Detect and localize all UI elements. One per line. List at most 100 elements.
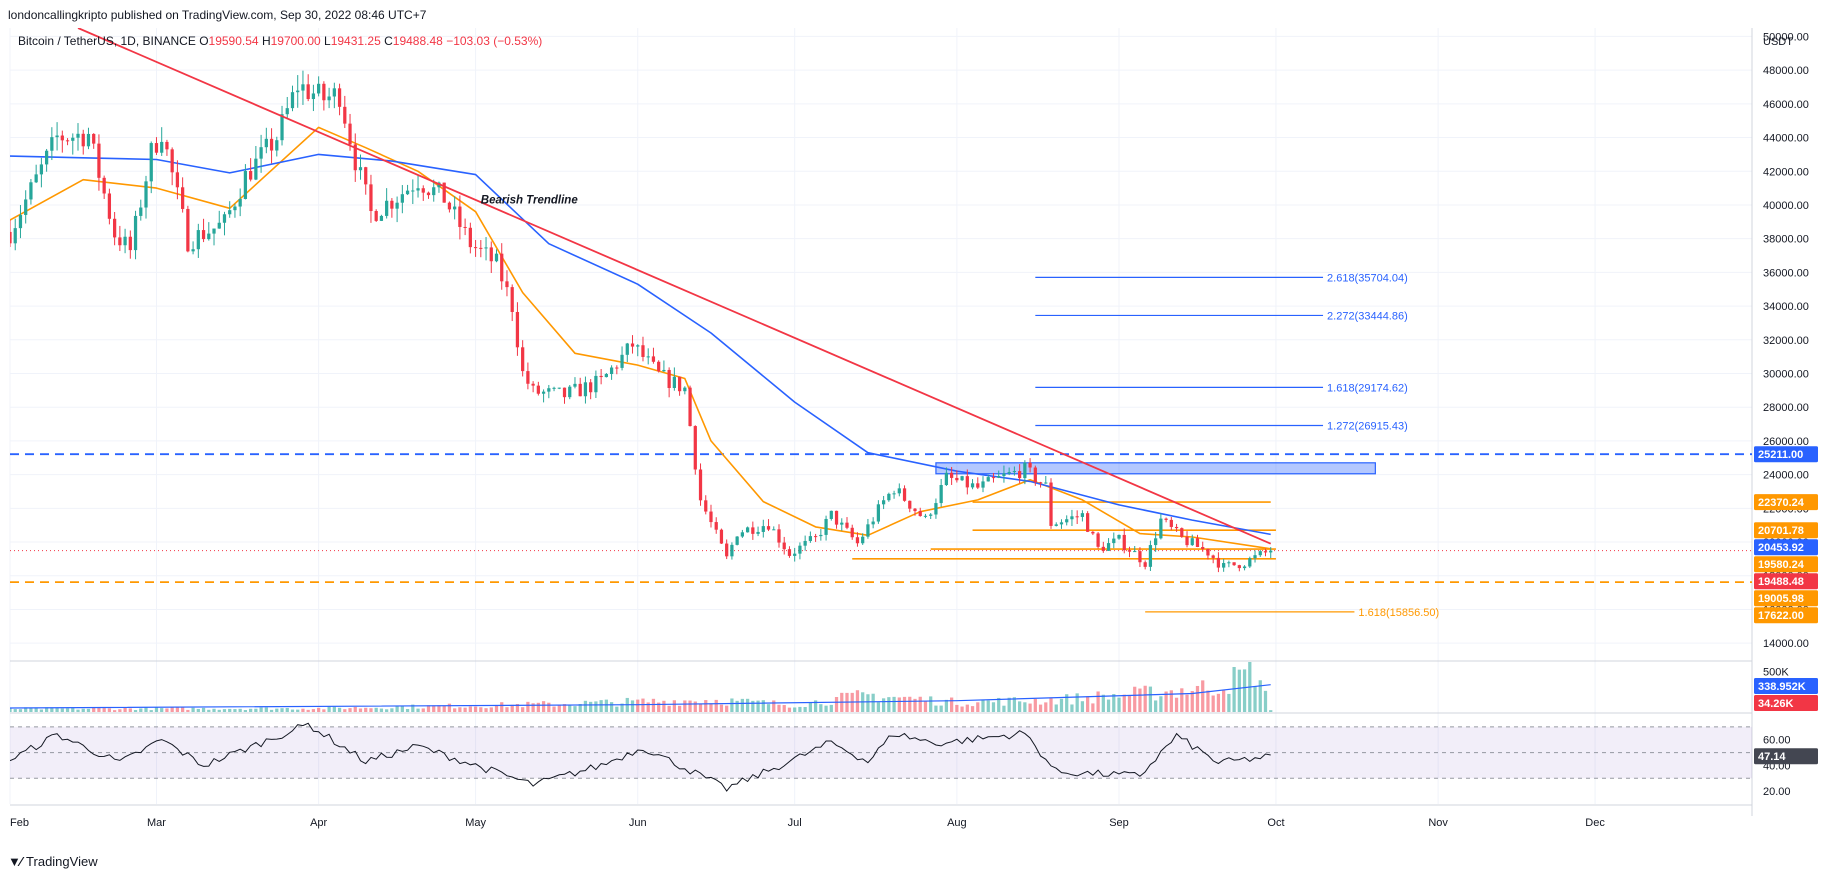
volume-bar: [1232, 666, 1236, 712]
volume-bar: [981, 700, 985, 712]
time-axis[interactable]: Feb Mar Apr May Jun Jul Aug Sep Oct Nov Dec: [10, 817, 1605, 829]
volume-bar: [913, 698, 917, 712]
candle-body: [97, 143, 101, 178]
candle-body: [139, 207, 143, 216]
volume-bar: [1138, 688, 1142, 712]
volume-bar: [191, 707, 195, 712]
volume-bar: [411, 704, 415, 712]
volume-bar: [1044, 702, 1048, 712]
candle-body: [939, 485, 943, 504]
volume-bar: [479, 707, 483, 712]
candle-body: [411, 190, 415, 192]
volume-bar: [1007, 697, 1011, 712]
footer-brand[interactable]: ▼∕ TradingView: [8, 854, 98, 869]
candle-body: [1096, 533, 1100, 547]
candle-body: [651, 356, 656, 362]
volume-bar: [667, 705, 671, 712]
candle-body: [71, 137, 75, 141]
candle-body: [102, 177, 106, 194]
candle-body: [730, 544, 734, 557]
volume-bar: [834, 697, 839, 712]
candle-body: [1248, 558, 1252, 567]
volume-bar: [824, 705, 828, 712]
bearish-trendline[interactable]: [77, 28, 1272, 545]
candle-body: [834, 510, 839, 525]
volume-bar: [599, 700, 603, 712]
candle-body: [1002, 473, 1006, 476]
volume-bar: [249, 708, 253, 712]
open-value: 19590.54: [208, 34, 259, 48]
volume-bar: [385, 709, 389, 712]
volume-bar: [217, 709, 221, 712]
candle-body: [949, 472, 954, 478]
volume-bar: [311, 709, 316, 712]
volume-bar: [10, 707, 12, 712]
volume-bar: [1211, 695, 1215, 712]
candle-body: [667, 369, 671, 388]
candle-body: [782, 542, 786, 550]
volume-ma-badge-text: 338.952K: [1758, 681, 1806, 693]
candle-body: [813, 536, 818, 538]
candle-body: [892, 493, 896, 495]
volume-bar: [353, 706, 357, 712]
volume-bar: [1086, 696, 1090, 712]
time-tick-label: Sep: [1109, 817, 1129, 829]
volume-bar: [876, 702, 881, 712]
volume-bar: [1002, 705, 1006, 712]
candle-body: [275, 140, 279, 151]
volume-bar: [432, 705, 436, 712]
candle-body: [290, 92, 295, 109]
price-tick-label: 46000.00: [1763, 99, 1809, 111]
volume-bar: [489, 707, 493, 712]
candle-body: [897, 488, 901, 494]
candle-body: [1038, 482, 1043, 484]
grid: [9, 28, 1753, 816]
candle-body: [154, 143, 159, 153]
candle-body: [876, 504, 881, 522]
symbol-legend: Bitcoin / TetherUS, 1D, BINANCE O19590.5…: [18, 34, 542, 48]
volume-bar: [808, 702, 813, 712]
price-tick-label: 42000.00: [1763, 166, 1809, 178]
candle-body: [186, 208, 190, 252]
price-axis[interactable]: 14000.0016000.0018000.0020000.0022000.00…: [1754, 31, 1818, 798]
candle-body: [463, 226, 467, 228]
time-tick-label: Dec: [1585, 817, 1605, 829]
volume-bar: [238, 708, 242, 712]
volume-bar: [1263, 690, 1268, 712]
candle-body: [447, 202, 452, 210]
price-tick-label: 28000.00: [1763, 402, 1809, 414]
candle-body: [385, 200, 389, 216]
volume-bar: [688, 700, 692, 712]
volume-bar: [918, 696, 922, 712]
rsi-pane: [10, 722, 1752, 792]
fib-level-label: 1.272(26915.43): [1327, 420, 1408, 432]
candle-body: [630, 343, 635, 347]
candle-body: [636, 345, 640, 347]
volume-bar: [1106, 699, 1111, 712]
ema-fast-line: [10, 126, 1271, 550]
volume-bar: [494, 705, 499, 712]
volume-bar: [515, 704, 520, 712]
candle-body: [698, 469, 703, 501]
symbol-name[interactable]: Bitcoin / TetherUS, 1D, BINANCE: [18, 34, 196, 48]
candle-body: [1143, 562, 1147, 567]
candle-body: [264, 138, 268, 148]
volume-bar: [1112, 694, 1116, 712]
candle-body: [594, 375, 598, 393]
bearish-trendline-line: [77, 28, 1272, 545]
brand-name: TradingView: [26, 854, 98, 869]
volume-bar: [1169, 690, 1173, 712]
candle-body: [866, 524, 870, 537]
candlestick-series: [10, 70, 1273, 573]
volume-bar: [1049, 698, 1053, 712]
candle-body: [646, 356, 650, 358]
candle-body: [296, 90, 300, 93]
volume-bar: [766, 704, 771, 712]
price-badge: 20701.78: [1754, 522, 1818, 539]
volume-bar: [405, 708, 410, 712]
volume-bar: [1117, 697, 1121, 712]
candle-body: [1263, 551, 1268, 553]
volume-bar: [745, 698, 750, 712]
volume-pane: [10, 662, 1273, 712]
